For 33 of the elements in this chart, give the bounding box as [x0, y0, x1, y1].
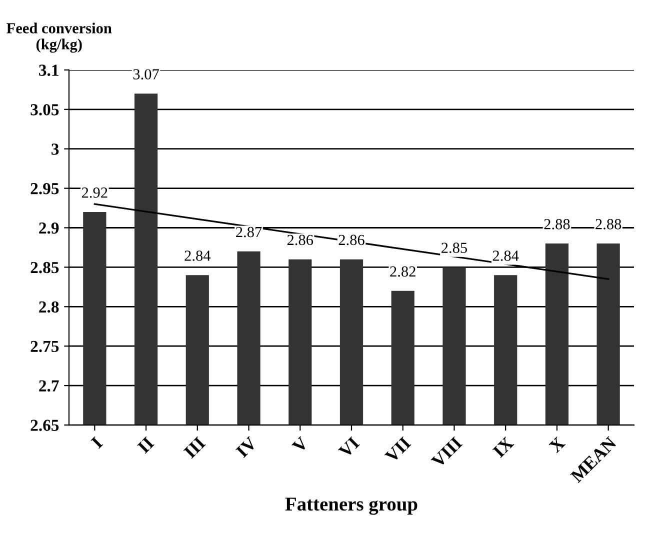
data-label: 3.07	[133, 69, 159, 80]
data-label: 2.92	[82, 187, 108, 198]
y-tick-label: 3.1	[39, 64, 58, 76]
data-label: 2.84	[492, 250, 519, 261]
x-tick-label: V	[292, 436, 310, 454]
x-tick-label: I	[90, 436, 104, 449]
y-tick-label: 2.95	[30, 183, 59, 194]
data-label: 2.88	[596, 219, 622, 230]
y-tick-label: 2.8	[39, 301, 59, 313]
data-label: 2.82	[390, 266, 416, 277]
y-tick-label: 2.7	[39, 380, 59, 392]
y-tick-label: 2.85	[30, 262, 59, 274]
y-tick-label: 2.75	[30, 340, 59, 352]
y-tick-label: 2.9	[39, 222, 59, 234]
x-tick-label: III	[183, 436, 206, 459]
y-tick-label: 3.05	[30, 104, 59, 116]
x-tick-label: X	[548, 436, 566, 454]
data-label: 2.86	[338, 234, 364, 246]
data-label: 2.88	[544, 219, 570, 230]
x-tick-label: VII	[384, 436, 412, 464]
y-axis-title: Feed conversion (kg/kg)	[6, 22, 112, 53]
x-tick-label: VI	[338, 436, 360, 459]
data-label: 2.85	[442, 242, 467, 254]
x-tick-label: II	[137, 436, 154, 454]
y-tick-label: 3	[52, 144, 59, 155]
x-axis-title: Fatteners group	[285, 498, 418, 515]
x-tick-label: IV	[236, 436, 258, 458]
data-label: 2.86	[287, 234, 314, 246]
y-tick-label: 2.65	[30, 420, 59, 432]
x-tick-label: VIII	[430, 436, 463, 468]
data-label: 2.87	[236, 226, 262, 238]
x-tick-label: IX	[492, 436, 514, 458]
data-label: 2.84	[184, 250, 211, 261]
